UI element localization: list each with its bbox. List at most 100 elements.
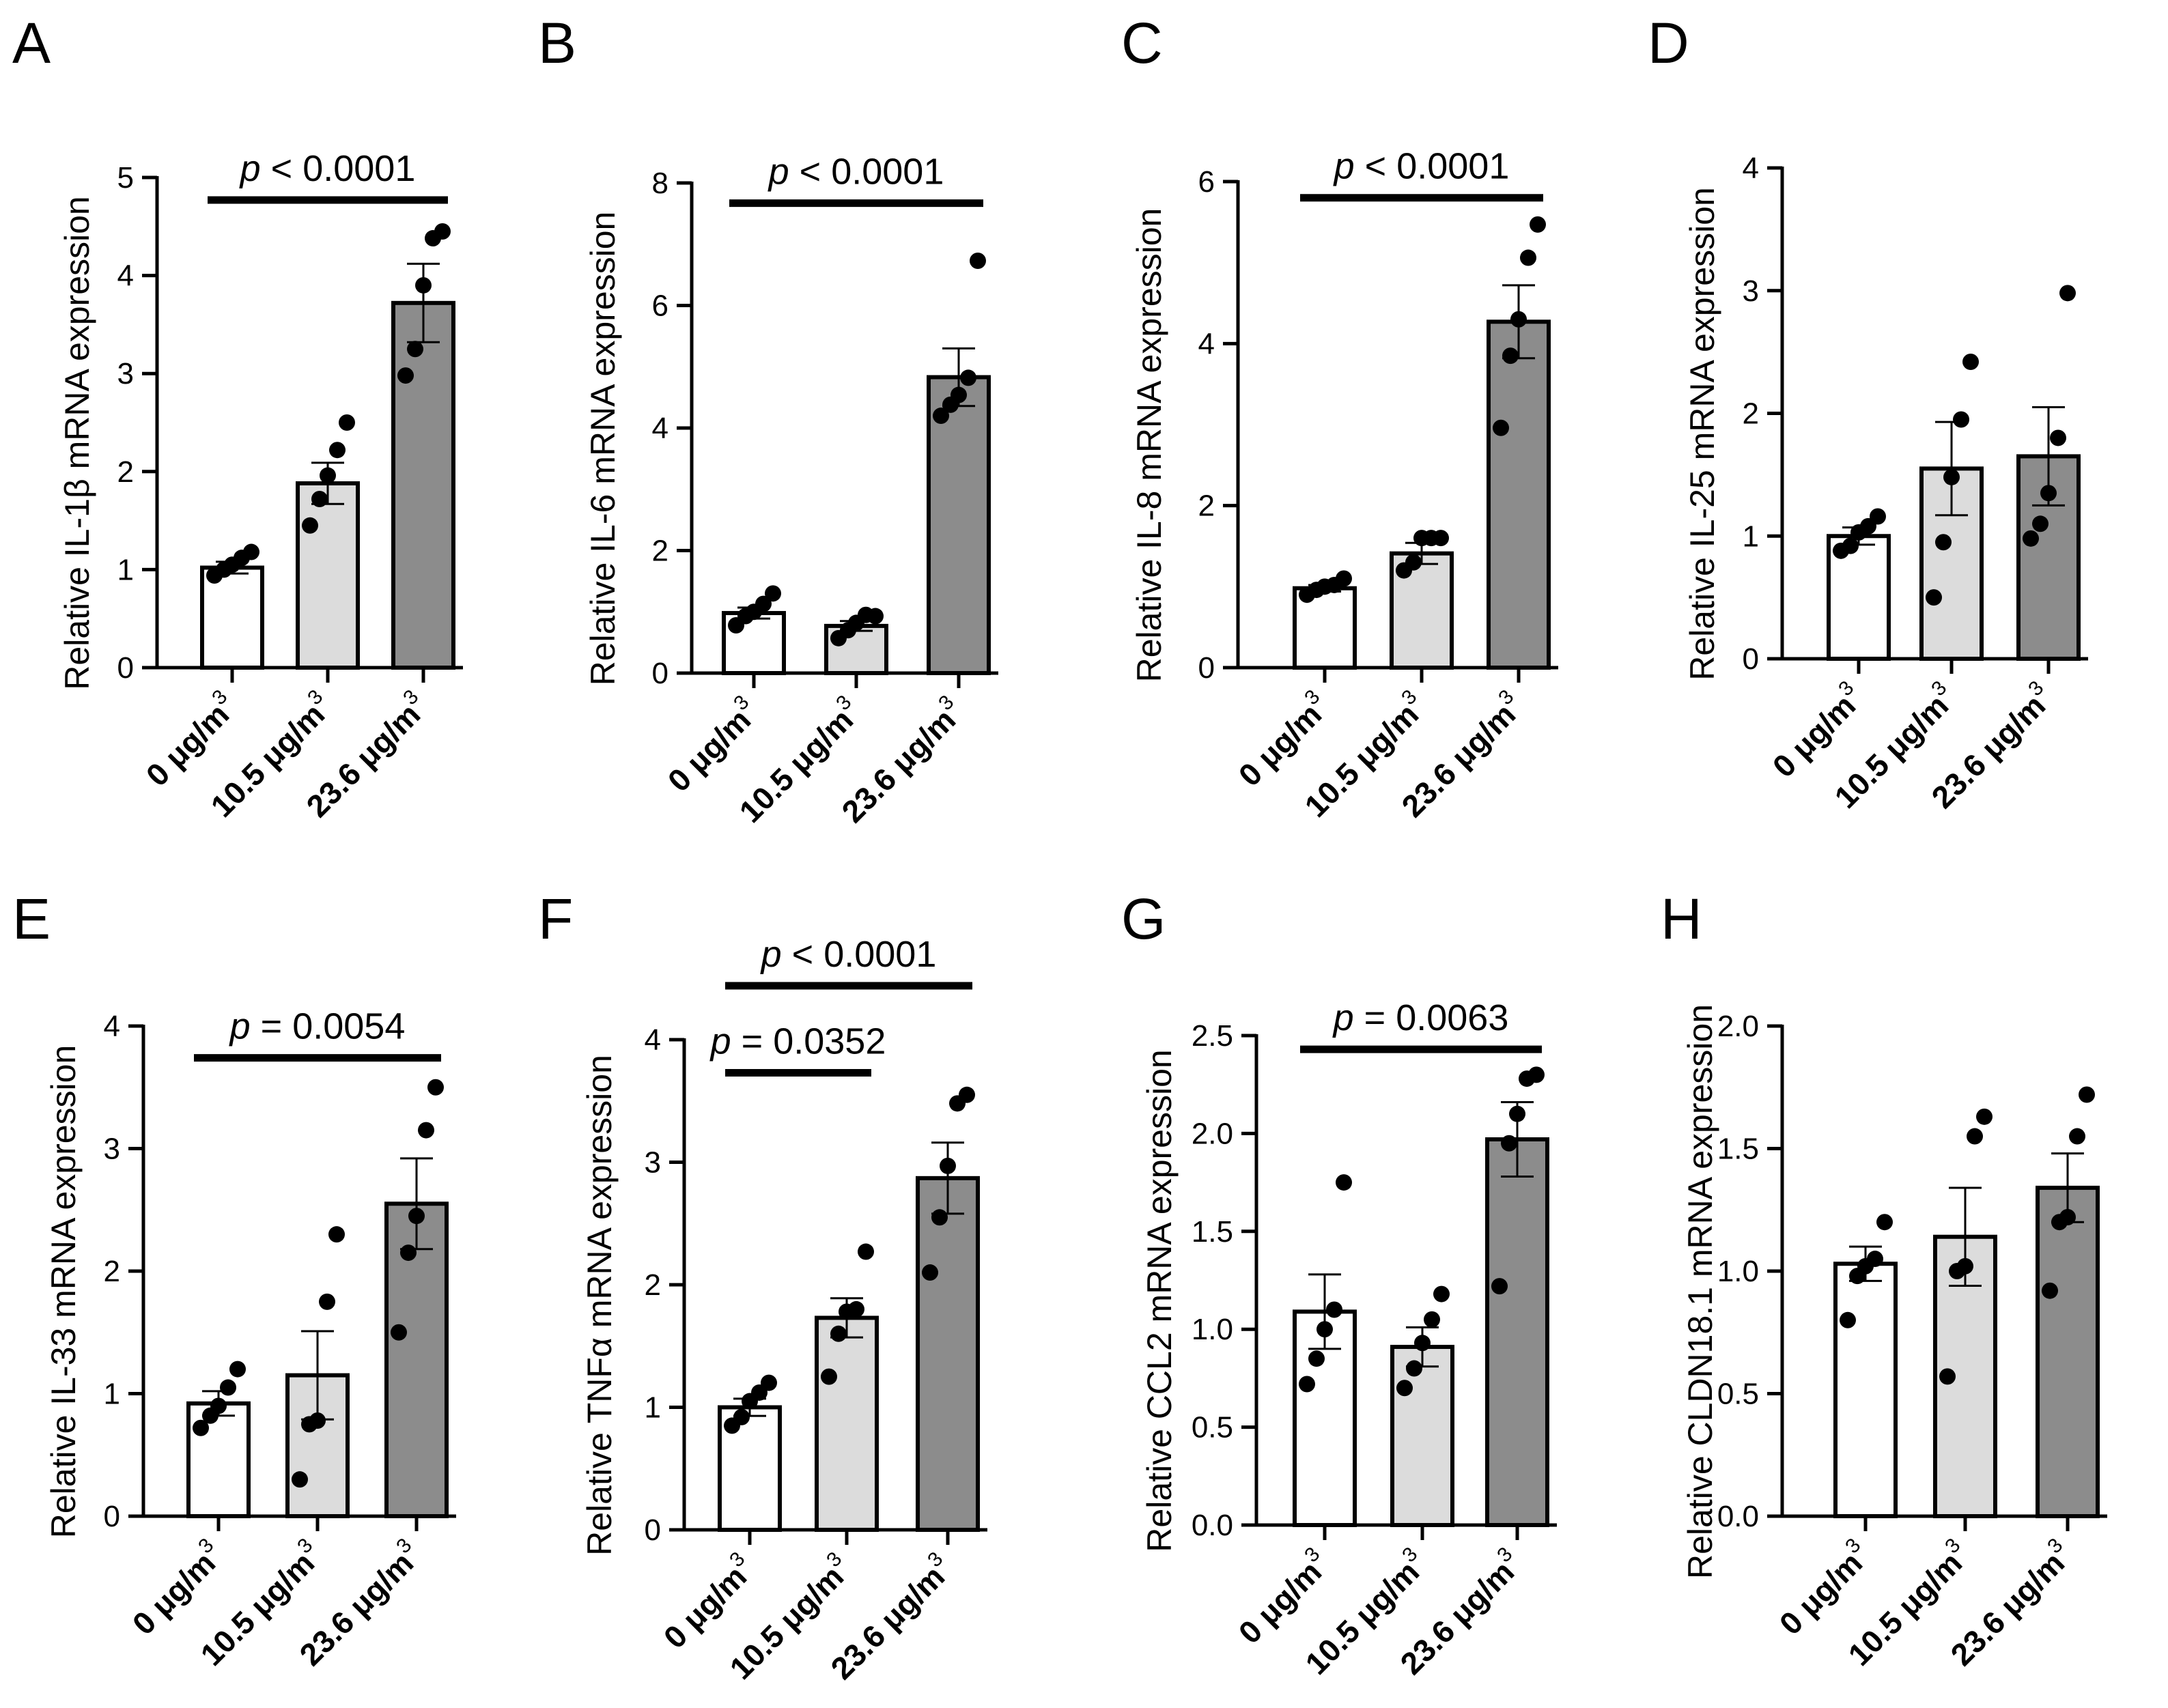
data-point xyxy=(970,252,986,269)
data-point xyxy=(2059,285,2076,302)
p-value-label: p = 0.0352 xyxy=(709,1021,886,1062)
data-point xyxy=(940,1157,956,1174)
y-tick-label: 6 xyxy=(652,289,668,323)
data-point xyxy=(931,1209,948,1226)
y-tick-label: 1 xyxy=(104,1378,120,1411)
panel-g: G Relative CCL2 mRNA expression 0.0 0.5 1.0 1… xyxy=(1121,887,1557,1681)
bar-3 xyxy=(2016,454,2081,661)
data-point xyxy=(761,1374,777,1391)
p-value: < 0.0001 xyxy=(261,148,416,189)
y-tick-label: 0 xyxy=(1743,642,1759,676)
y-axis-label: Relative TNFα mRNA expression xyxy=(580,1055,619,1556)
p-value-label: p < 0.0001 xyxy=(760,934,937,975)
y-tick-label: 4 xyxy=(1743,152,1759,185)
data-point xyxy=(1510,311,1527,328)
data-point xyxy=(1424,1311,1440,1328)
y-tick-label: 4 xyxy=(104,1010,120,1043)
p-value-label: p < 0.0001 xyxy=(239,148,416,189)
bar-2 xyxy=(1390,1345,1454,1527)
y-tick-label: 3 xyxy=(645,1146,661,1180)
bar-3 xyxy=(384,1201,449,1519)
panel-letter: C xyxy=(1121,11,1163,75)
data-point xyxy=(407,341,423,358)
bar-3 xyxy=(391,300,455,670)
data-point xyxy=(1433,530,1449,547)
data-point xyxy=(1326,1301,1342,1318)
y-tick-label: 0.5 xyxy=(1717,1378,1759,1411)
data-point xyxy=(1433,1285,1450,1303)
y-tick-label: 2 xyxy=(1198,489,1215,523)
data-point xyxy=(415,276,432,294)
y-tick-label: 1.5 xyxy=(1192,1215,1233,1249)
data-point xyxy=(302,517,318,534)
data-point xyxy=(858,1243,874,1260)
data-point xyxy=(960,369,976,386)
y-tick-label: 2 xyxy=(652,535,668,568)
data-point xyxy=(1406,1360,1422,1377)
bar-3 xyxy=(1487,319,1551,670)
y-tick-label: 1 xyxy=(1743,519,1759,553)
x-tick-label-text: 0 μg/m xyxy=(1232,1554,1329,1651)
panel-a: A Relative IL-1β mRNA expression 0 1 2 3 4 5 0 μ… xyxy=(12,11,463,824)
p-symbol: p xyxy=(229,1006,251,1047)
y-tick-label: 6 xyxy=(1198,165,1215,199)
data-point xyxy=(2042,1282,2058,1299)
data-point xyxy=(959,1086,975,1103)
x-tick-label-text: 0 μg/m xyxy=(1773,1545,1870,1642)
p-symbol: p xyxy=(239,148,261,189)
bar-2 xyxy=(296,481,360,670)
data-point xyxy=(1491,1278,1508,1295)
data-point xyxy=(1840,1311,1856,1328)
y-tick-label: 2.0 xyxy=(1717,1010,1759,1043)
data-point xyxy=(1876,1214,1893,1231)
data-point xyxy=(821,1368,837,1385)
bar-3 xyxy=(1485,1137,1549,1527)
panel-f: F Relative TNFα mRNA expression 0 1 2 3 4 0 μg/… xyxy=(538,887,987,1686)
data-point xyxy=(210,1397,227,1414)
data-point xyxy=(418,1122,434,1139)
panel-b: B Relative IL-6 mRNA expression 0 2 4 6 8 0 μg/… xyxy=(538,11,998,829)
y-tick-label: 1.5 xyxy=(1717,1133,1759,1166)
panel-letter: G xyxy=(1121,887,1166,951)
y-axis-label: Relative CCL2 mRNA expression xyxy=(1140,1049,1179,1552)
data-point xyxy=(243,543,259,560)
data-point xyxy=(339,414,355,431)
data-point xyxy=(292,1471,308,1488)
data-point xyxy=(320,467,336,484)
data-point xyxy=(765,585,781,602)
y-tick-label: 0.0 xyxy=(1192,1509,1233,1542)
data-point xyxy=(733,1408,750,1425)
y-axis-label: Relative IL-25 mRNA expression xyxy=(1683,187,1721,681)
data-point xyxy=(391,1324,407,1341)
p-value-label: p = 0.0054 xyxy=(229,1006,406,1047)
data-point xyxy=(1530,216,1546,233)
data-point xyxy=(2059,1209,2076,1226)
data-point xyxy=(1509,1105,1525,1122)
y-tick-label: 0 xyxy=(1198,651,1215,685)
data-point xyxy=(848,1300,864,1318)
y-tick-label: 0.0 xyxy=(1717,1500,1759,1533)
data-point xyxy=(1501,1135,1517,1152)
data-point xyxy=(1976,1108,1993,1125)
y-tick-label: 2 xyxy=(645,1268,661,1302)
y-tick-label: 5 xyxy=(117,161,134,195)
data-point xyxy=(1967,1128,1983,1145)
data-point xyxy=(400,1244,417,1262)
x-tick-label-text: 0 μg/m xyxy=(1232,696,1329,793)
x-tick-label: 0 μg/m3 xyxy=(1769,1534,1877,1642)
data-point xyxy=(1405,554,1422,571)
y-tick-label: 2.0 xyxy=(1192,1117,1233,1150)
data-point xyxy=(319,1293,335,1310)
p-value: = 0.0054 xyxy=(251,1006,406,1047)
data-point xyxy=(1953,411,1969,428)
x-tick-label: 23.6 μg/m3 xyxy=(1941,1534,2079,1673)
data-point xyxy=(951,386,967,403)
panel-letter: E xyxy=(12,887,51,951)
data-point xyxy=(1943,468,1960,485)
data-point xyxy=(867,608,884,625)
bar-2 xyxy=(815,1315,879,1532)
y-tick-label: 4 xyxy=(1198,327,1215,360)
data-point xyxy=(2069,1128,2085,1145)
data-point xyxy=(755,595,772,612)
